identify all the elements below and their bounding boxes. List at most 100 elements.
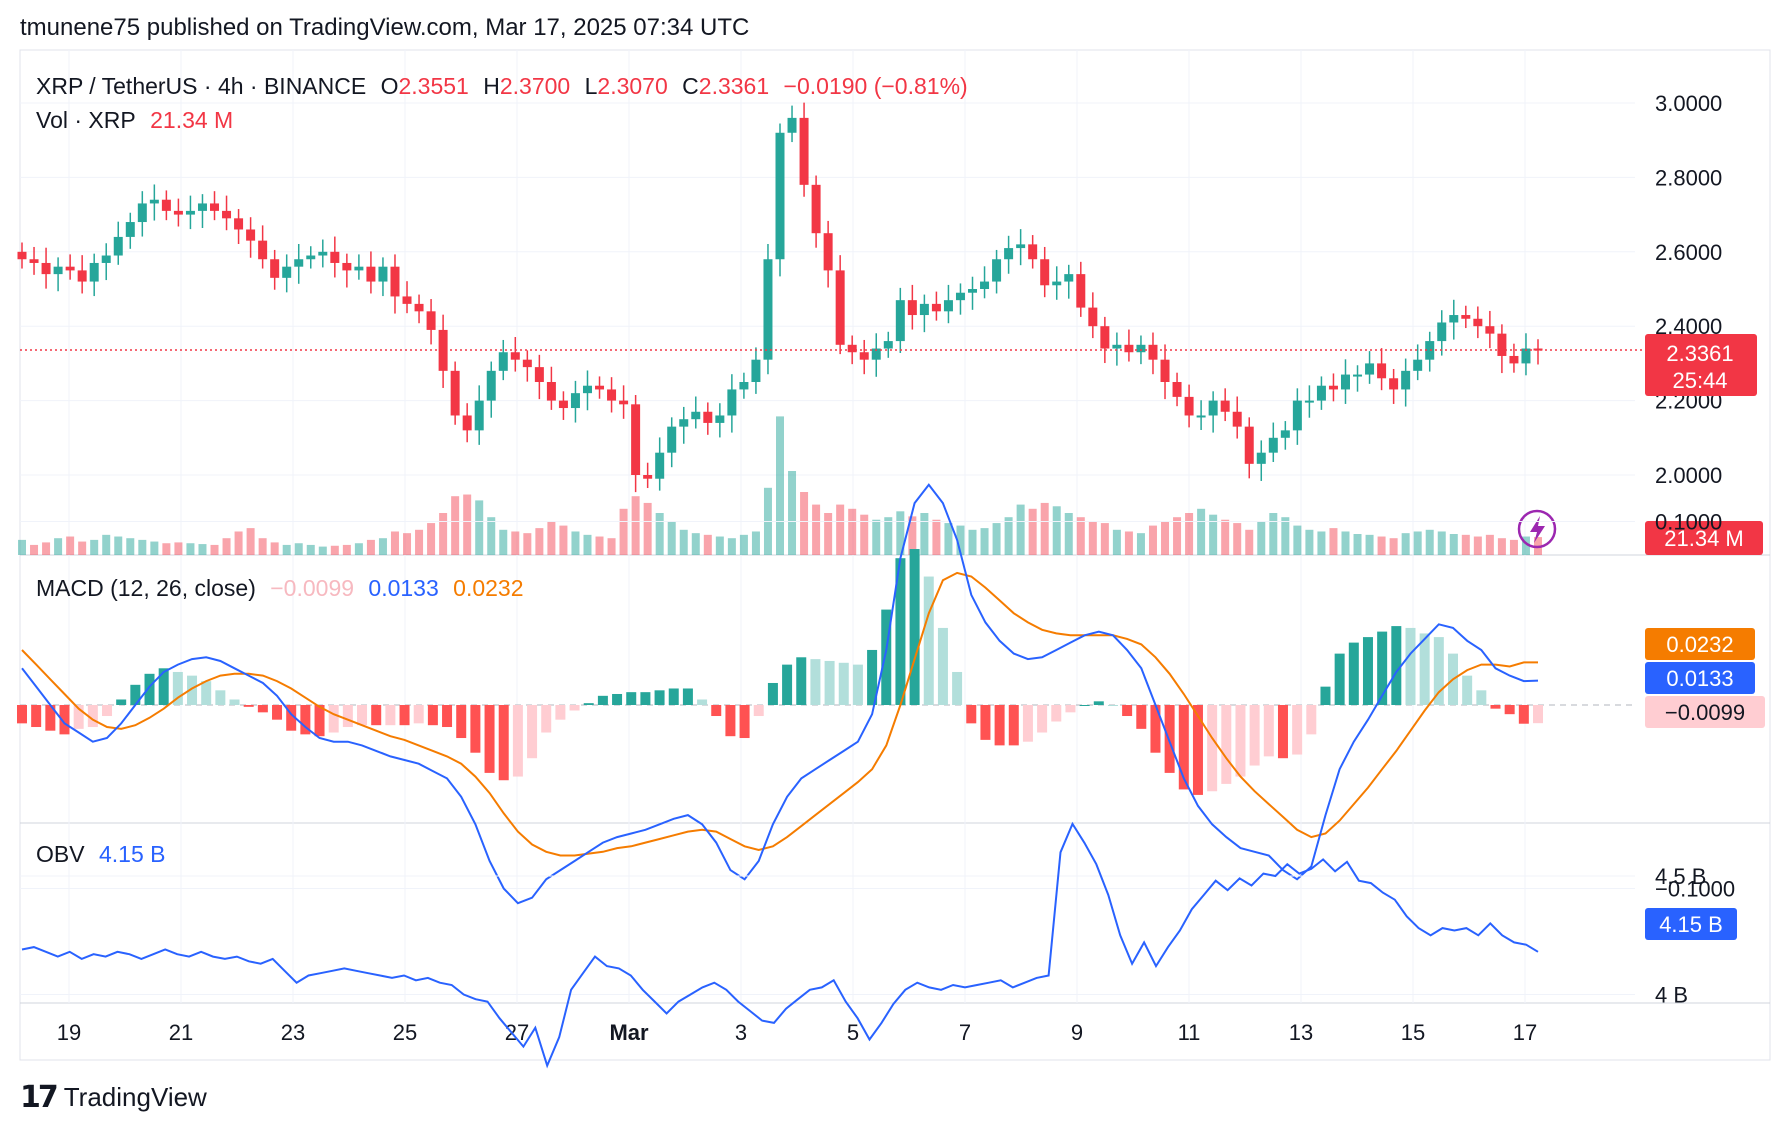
candle-body xyxy=(835,270,845,345)
candle-body xyxy=(101,255,111,263)
macd-histogram-bar xyxy=(73,705,84,729)
volume-bar xyxy=(691,533,700,555)
macd-histogram-bar xyxy=(484,705,495,773)
time-axis-tick: 3 xyxy=(735,1020,747,1045)
volume-bar xyxy=(1521,536,1530,555)
volume-bar xyxy=(727,538,736,555)
time-axis-tick: 23 xyxy=(281,1020,305,1045)
candle-body xyxy=(77,270,87,282)
macd-histogram-bar xyxy=(1093,701,1104,705)
candle-body xyxy=(17,251,27,260)
macd-histogram-bar xyxy=(838,662,849,705)
macd-histogram-bar xyxy=(796,657,807,705)
macd-histogram-bar xyxy=(1065,705,1076,713)
volume-bar xyxy=(162,543,171,555)
volume-bar xyxy=(102,534,111,555)
volume-bar xyxy=(318,546,327,555)
macd-legend: MACD (12, 26, close) −0.0099 0.0133 0.02… xyxy=(36,575,532,602)
macd-histogram-bar xyxy=(498,705,509,781)
volume-bar xyxy=(1088,521,1097,555)
macd-histogram-bar xyxy=(682,688,693,705)
candle-body xyxy=(895,300,905,342)
candle-body xyxy=(402,296,412,304)
macd-histogram-bar xyxy=(1136,705,1147,729)
macd-histogram-bar xyxy=(1292,705,1303,755)
volume-bar xyxy=(1209,514,1218,555)
macd-badge-value: 0.0133 xyxy=(1666,666,1733,691)
symbol-label[interactable]: XRP / TetherUS · 4h · BINANCE xyxy=(36,73,367,99)
macd-histogram-bar xyxy=(257,705,268,713)
macd-histogram-bar xyxy=(1306,705,1317,735)
tradingview-logo[interactable]: 17 TradingView xyxy=(20,1080,207,1115)
macd-histogram-bar xyxy=(711,705,722,717)
candle-body xyxy=(1052,281,1062,286)
macd-histogram-bar xyxy=(427,705,438,726)
candle-body xyxy=(871,348,881,360)
candle-body xyxy=(1340,374,1350,390)
macd-histogram-bar xyxy=(612,693,623,705)
candle-body xyxy=(1413,359,1423,371)
time-axis-tick: 17 xyxy=(1513,1020,1537,1045)
volume-bar xyxy=(523,533,532,555)
volume-bar xyxy=(571,531,580,555)
time-axis-tick: 19 xyxy=(57,1020,81,1045)
macd-value: 0.0133 xyxy=(368,575,439,601)
volume-bar xyxy=(1413,531,1422,555)
macd-label[interactable]: MACD (12, 26, close) xyxy=(36,575,256,601)
volume-bar xyxy=(980,528,989,555)
candle-body xyxy=(739,382,749,390)
volume-bar xyxy=(511,531,520,555)
volume-bar xyxy=(222,538,231,555)
volume-bar xyxy=(1076,517,1085,555)
macd-histogram-bar xyxy=(852,664,863,705)
volume-bar xyxy=(354,543,363,555)
candle-body xyxy=(1196,415,1206,418)
macd-histogram-bar xyxy=(1051,705,1062,722)
macd-histogram-bar xyxy=(640,692,651,705)
obv-badge-value: 4.15 B xyxy=(1659,912,1723,937)
macd-histogram-bar xyxy=(753,705,764,717)
volume-bar xyxy=(1269,513,1278,555)
volume-bar xyxy=(1449,534,1458,555)
volume-legend: Vol · XRP 21.34 M xyxy=(36,107,241,134)
obv-badge xyxy=(1645,908,1737,940)
volume-bar xyxy=(800,492,809,555)
candle-body xyxy=(595,385,605,390)
obv-label[interactable]: OBV xyxy=(36,841,85,867)
macd-histogram-bar xyxy=(1277,705,1288,759)
volume-bar xyxy=(1221,519,1230,555)
candle-body xyxy=(1256,452,1266,464)
volume-bar xyxy=(42,542,51,555)
volume-bar xyxy=(174,542,183,555)
volume-label[interactable]: Vol · XRP xyxy=(36,107,136,133)
candle-body xyxy=(366,266,376,282)
volume-bar xyxy=(1353,534,1362,555)
volume-bar xyxy=(872,519,881,555)
volume-badge xyxy=(1645,521,1763,555)
macd-histogram-bar xyxy=(229,699,240,705)
obv-axis-tick: 4.5 B xyxy=(1655,864,1706,889)
volume-bar xyxy=(535,528,544,555)
macd-histogram-bar xyxy=(1391,626,1402,705)
histogram-badge xyxy=(1645,696,1765,728)
time-axis-tick: 5 xyxy=(847,1020,859,1045)
volume-bar xyxy=(776,416,784,555)
volume-bar xyxy=(66,536,75,555)
candle-body xyxy=(1389,378,1399,390)
candle-body xyxy=(907,300,917,316)
volume-bar xyxy=(342,544,351,555)
macd-histogram-bar xyxy=(172,671,183,705)
volume-bar xyxy=(1473,536,1482,555)
macd-histogram-bar xyxy=(810,659,821,705)
volume-bar xyxy=(908,516,917,555)
candle-body xyxy=(1328,385,1338,390)
macd-histogram-bar xyxy=(895,558,906,705)
price-axis-tick: 3.0000 xyxy=(1655,91,1722,116)
macd-histogram-bar xyxy=(314,705,325,737)
macd-histogram-bar xyxy=(187,675,198,705)
volume-bar xyxy=(1365,534,1374,555)
macd-histogram-bar xyxy=(1334,653,1345,705)
obv-line xyxy=(21,821,1539,1069)
volume-bar xyxy=(378,538,387,555)
